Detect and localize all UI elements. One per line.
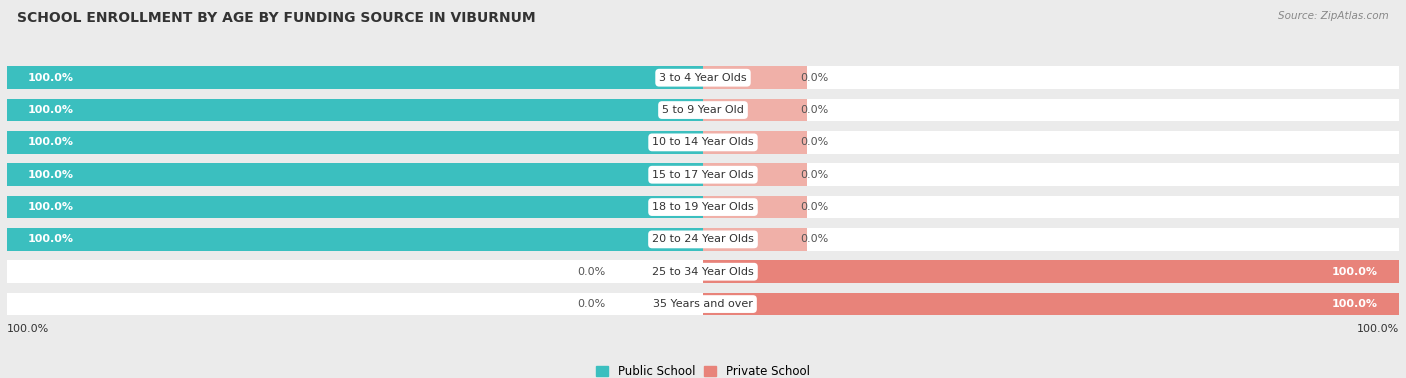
Bar [7,131,703,154]
Bar [7,228,1399,251]
Text: 0.0%: 0.0% [800,234,828,245]
Text: 100.0%: 100.0% [1331,299,1378,309]
Text: 0.0%: 0.0% [800,202,828,212]
Text: 18 to 19 Year Olds: 18 to 19 Year Olds [652,202,754,212]
Bar [703,260,1399,283]
Text: 100.0%: 100.0% [28,234,75,245]
Bar [7,228,703,251]
Bar [7,131,1399,154]
Text: 25 to 34 Year Olds: 25 to 34 Year Olds [652,267,754,277]
Text: Source: ZipAtlas.com: Source: ZipAtlas.com [1278,11,1389,21]
Text: SCHOOL ENROLLMENT BY AGE BY FUNDING SOURCE IN VIBURNUM: SCHOOL ENROLLMENT BY AGE BY FUNDING SOUR… [17,11,536,25]
Text: 20 to 24 Year Olds: 20 to 24 Year Olds [652,234,754,245]
Bar [7,67,1399,89]
Text: 100.0%: 100.0% [28,137,75,147]
Bar [703,163,807,186]
Text: 100.0%: 100.0% [28,170,75,180]
Bar [7,163,1399,186]
Text: 100.0%: 100.0% [1357,324,1399,334]
Bar [7,99,703,121]
Text: 35 Years and over: 35 Years and over [652,299,754,309]
Text: 0.0%: 0.0% [578,299,606,309]
Text: 100.0%: 100.0% [28,73,75,83]
Text: 100.0%: 100.0% [28,202,75,212]
Text: 0.0%: 0.0% [800,105,828,115]
Text: 0.0%: 0.0% [800,137,828,147]
Bar [7,67,703,89]
Text: 3 to 4 Year Olds: 3 to 4 Year Olds [659,73,747,83]
Bar [7,99,1399,121]
Text: 15 to 17 Year Olds: 15 to 17 Year Olds [652,170,754,180]
Bar [703,131,807,154]
Text: 0.0%: 0.0% [578,267,606,277]
Text: 0.0%: 0.0% [800,73,828,83]
Legend: Public School, Private School: Public School, Private School [596,365,810,378]
Text: 100.0%: 100.0% [7,324,49,334]
Bar [7,196,1399,218]
Bar [7,260,1399,283]
Bar [703,67,807,89]
Bar [703,293,1399,315]
Bar [7,163,703,186]
Bar [703,196,807,218]
Bar [7,293,1399,315]
Text: 100.0%: 100.0% [28,105,75,115]
Text: 5 to 9 Year Old: 5 to 9 Year Old [662,105,744,115]
Bar [703,99,807,121]
Text: 0.0%: 0.0% [800,170,828,180]
Text: 100.0%: 100.0% [1331,267,1378,277]
Text: 10 to 14 Year Olds: 10 to 14 Year Olds [652,137,754,147]
Bar [703,228,807,251]
Bar [7,196,703,218]
